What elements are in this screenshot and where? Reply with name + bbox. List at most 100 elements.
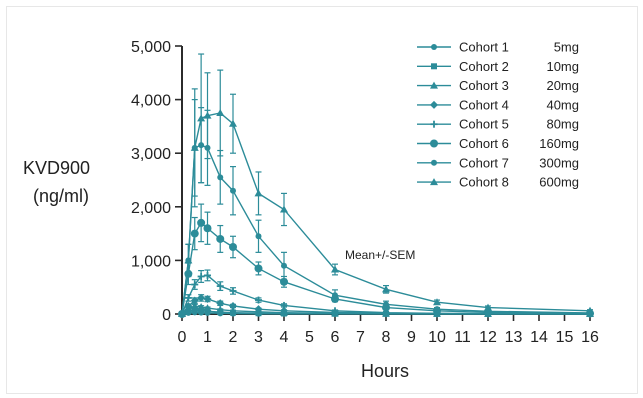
legend-marker <box>430 81 438 89</box>
x-tick-label: 8 <box>382 329 391 346</box>
data-point <box>332 292 338 299</box>
data-point <box>280 301 288 309</box>
x-tick-label: 1 <box>203 329 212 346</box>
y-tick-label: 2,000 <box>131 200 171 217</box>
data-point <box>280 277 288 286</box>
data-point <box>204 271 211 279</box>
x-tick-label: 2 <box>229 329 238 346</box>
x-axis: 0 1 2 3 4 5 6 7 8 9 10 11 12 13 14 15 16 <box>178 313 599 346</box>
legend-dose: 10mg <box>546 59 579 74</box>
data-point <box>254 305 263 314</box>
y-tick-label: 1,000 <box>131 253 171 270</box>
legend-dose: 600mg <box>539 175 579 190</box>
data-point <box>216 305 225 313</box>
data-point <box>190 296 199 305</box>
x-tick-label: 9 <box>407 329 416 346</box>
legend-dose: 160mg <box>539 136 579 151</box>
data-point <box>331 307 339 315</box>
data-point <box>190 301 199 309</box>
data-point <box>184 256 193 264</box>
data-point <box>191 307 198 314</box>
data-point <box>197 114 206 122</box>
series-cohort-7 <box>179 98 593 317</box>
annotation-mean-sem: Mean+/-SEM <box>345 248 415 262</box>
legend-marker <box>430 139 438 148</box>
data-point <box>178 310 186 317</box>
data-point <box>254 264 263 273</box>
legend-label: Cohort 7 <box>459 155 509 170</box>
series-line <box>181 112 591 315</box>
x-tick-label: 15 <box>556 329 574 346</box>
series-line <box>181 221 591 315</box>
y-axis: 0 1,000 2,000 3,000 4,000 5,000 <box>131 39 183 324</box>
data-point <box>197 293 206 302</box>
legend-item-cohort-5: Cohort 5 80mg <box>417 117 579 132</box>
data-point <box>484 303 492 311</box>
data-point <box>255 296 262 304</box>
legend-label: Cohort 5 <box>459 117 509 132</box>
legend-marker <box>430 120 438 128</box>
data-point <box>229 243 237 251</box>
x-tick-label: 12 <box>479 329 497 346</box>
legend-label: Cohort 3 <box>459 78 509 93</box>
data-point <box>280 306 288 315</box>
data-point <box>255 233 262 240</box>
data-point <box>203 224 212 233</box>
data-point <box>229 287 237 295</box>
legend-item-cohort-6: Cohort 6 160mg <box>417 136 579 151</box>
data-point <box>216 282 224 290</box>
data-point <box>229 301 237 310</box>
data-point <box>203 294 212 303</box>
legend-marker <box>430 178 438 186</box>
x-tick-label: 5 <box>305 329 314 346</box>
x-tick-label: 3 <box>254 329 263 346</box>
legend-item-cohort-4: Cohort 4 40mg <box>417 97 579 112</box>
x-tick-label: 10 <box>428 329 446 346</box>
y-tick-label: 5,000 <box>131 39 171 56</box>
data-point <box>216 109 225 116</box>
data-point <box>203 304 212 312</box>
series-layer <box>178 53 594 318</box>
data-point <box>216 234 225 243</box>
data-point <box>383 301 389 308</box>
data-point <box>433 298 441 306</box>
data-point <box>230 187 236 194</box>
y-tick-label: 4,000 <box>131 93 171 110</box>
legend-item-cohort-3: Cohort 3 20mg <box>417 78 579 93</box>
legend-label: Cohort 8 <box>459 175 509 190</box>
legend-marker <box>430 100 438 109</box>
data-point <box>280 205 288 213</box>
x-tick-label: 7 <box>356 329 365 346</box>
legend-marker <box>431 44 437 50</box>
legend-dose: 300mg <box>539 155 579 170</box>
data-point <box>229 119 237 127</box>
data-point <box>197 303 206 311</box>
chart-frame: 0 1,000 2,000 3,000 4,000 5,000 0 1 2 3 4 5 6 7 8 9 10 1… <box>6 6 638 394</box>
legend-item-cohort-7: Cohort 7 300mg <box>417 155 579 170</box>
data-point <box>204 308 211 315</box>
x-axis-title: Hours <box>361 361 409 381</box>
legend-dose: 40mg <box>546 97 579 112</box>
legend-marker <box>431 63 437 70</box>
data-point <box>382 285 390 293</box>
data-point <box>586 306 594 314</box>
legend-item-cohort-8: Cohort 8 600mg <box>417 175 579 190</box>
data-point <box>184 294 192 302</box>
y-tick-label: 0 <box>162 307 171 324</box>
data-point <box>229 306 237 314</box>
y-tick-label: 3,000 <box>131 146 171 163</box>
data-point <box>254 189 263 197</box>
legend-dose: 20mg <box>546 78 579 93</box>
series-cohort-8 <box>178 53 594 317</box>
x-tick-label: 11 <box>454 329 471 346</box>
legend-dose: 5mg <box>554 40 579 55</box>
legend-marker <box>431 159 437 166</box>
legend-label: Cohort 4 <box>459 97 509 112</box>
data-point <box>281 262 287 269</box>
data-point <box>197 218 206 227</box>
data-point <box>331 265 339 273</box>
legend-label: Cohort 1 <box>459 40 509 55</box>
legend-item-cohort-1: Cohort 1 5mg <box>417 40 579 55</box>
